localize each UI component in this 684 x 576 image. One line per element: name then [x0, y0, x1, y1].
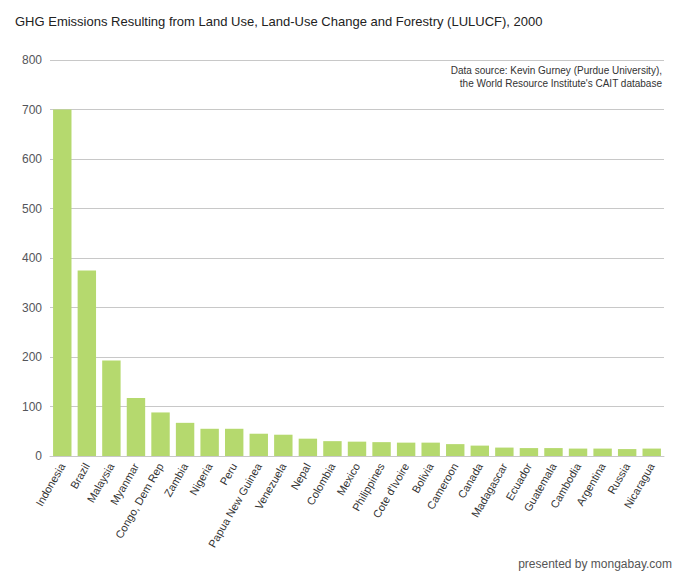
svg-text:Brazil: Brazil — [68, 461, 92, 491]
svg-text:0: 0 — [35, 449, 42, 463]
svg-text:600: 600 — [22, 152, 42, 166]
svg-text:Canada: Canada — [455, 461, 485, 501]
svg-text:Congo, Dem Rep: Congo, Dem Rep — [113, 461, 166, 541]
svg-text:200: 200 — [22, 350, 42, 364]
svg-text:Russia: Russia — [605, 461, 633, 497]
svg-text:Nigeria: Nigeria — [187, 460, 215, 497]
svg-text:Argentina: Argentina — [574, 460, 608, 507]
svg-text:800: 800 — [22, 53, 42, 67]
svg-text:Cambodia: Cambodia — [547, 461, 584, 511]
svg-text:Bolivia: Bolivia — [409, 461, 436, 495]
svg-text:Mexico: Mexico — [334, 461, 363, 498]
svg-text:Colombia: Colombia — [304, 460, 338, 507]
svg-text:Data source: Kevin Gurney (Pur: Data source: Kevin Gurney (Purdue Univer… — [451, 65, 662, 76]
svg-text:Guatemala: Guatemala — [521, 461, 559, 514]
svg-text:presented by mongabay.com: presented by mongabay.com — [518, 557, 672, 571]
svg-text:Cameroon: Cameroon — [424, 461, 460, 511]
svg-text:Cote d'Ivoire: Cote d'Ivoire — [370, 461, 411, 520]
svg-text:Philippines: Philippines — [349, 461, 387, 513]
svg-text:300: 300 — [22, 301, 42, 315]
svg-text:500: 500 — [22, 202, 42, 216]
svg-text:Peru: Peru — [217, 461, 239, 487]
svg-text:Myanmar: Myanmar — [107, 461, 142, 507]
svg-text:Papua New Guinea: Papua New Guinea — [205, 461, 264, 550]
svg-text:Zambia: Zambia — [162, 460, 191, 498]
svg-text:400: 400 — [22, 251, 42, 265]
svg-text:Ecuador: Ecuador — [503, 461, 535, 503]
svg-text:GHG Emissions Resulting from L: GHG Emissions Resulting from Land Use, L… — [15, 14, 542, 29]
svg-text:700: 700 — [22, 103, 42, 117]
svg-text:Nepal: Nepal — [288, 461, 313, 492]
svg-text:Indonesia: Indonesia — [33, 460, 68, 508]
svg-text:Malaysia: Malaysia — [84, 461, 117, 505]
svg-text:Nicaragua: Nicaragua — [621, 460, 657, 510]
svg-text:100: 100 — [22, 400, 42, 414]
svg-text:Venezuela: Venezuela — [252, 460, 288, 511]
svg-text:the World Resource Institute's: the World Resource Institute's CAIT data… — [460, 78, 663, 89]
svg-text:Madagascar: Madagascar — [469, 461, 510, 520]
